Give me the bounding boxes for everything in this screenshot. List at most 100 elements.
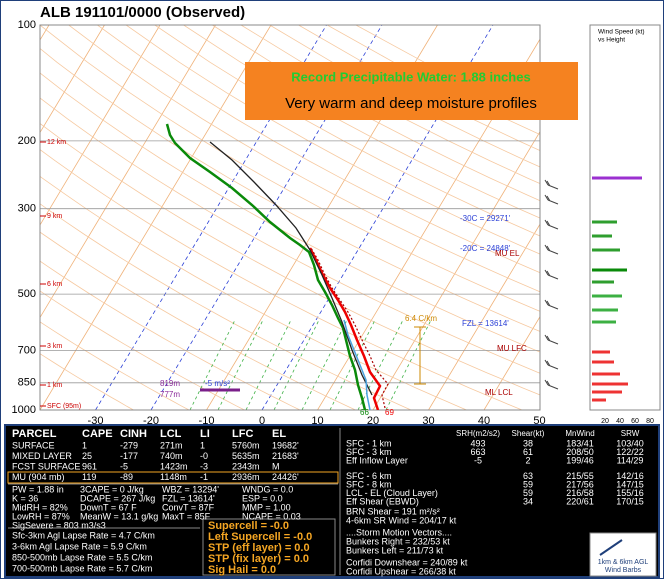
wind-bar [592,281,614,284]
parcel-cell: 1148m [160,472,187,482]
kin-label: Eff Shear (EBWD) [346,496,419,506]
kin-cell: 170/15 [616,496,644,506]
pressure-label: 200 [18,135,36,147]
temperature-label: -10 [199,415,215,427]
height-label: 9 km [47,213,62,220]
wind-bar [592,361,614,364]
annotation: -5 m/s² [205,379,230,388]
wind-bar [592,391,622,394]
parcel-header: PARCEL [12,428,57,440]
pressure-label: 850 [18,377,36,389]
annotation: MU EL [495,249,520,258]
parcel-cell: 740m [160,451,183,461]
wind-panel-tick: 80 [646,418,654,425]
callout-headline: Record Precipitable Water: 1.88 inches [291,69,530,84]
annotation: ML LCL [485,388,513,397]
pressure-label: 700 [18,344,36,356]
wind-panel-title: vs Height [598,37,625,44]
wind-panel-title: Wind Speed (kt) [598,29,645,36]
kin-cell: 199/46 [566,455,594,465]
lapse-rate: 850-500mb Lapse Rate = 5.5 C/km [12,552,152,562]
parcel-cell: -279 [120,440,138,450]
annotation: -30C = 29271' [460,214,511,223]
parcel-cell: -3 [200,461,208,471]
parcel-cell: 961 [82,461,97,471]
parcel-cell: 271m [160,440,183,450]
wind-bar [592,235,612,238]
annotation: 819m [160,379,180,388]
wind-bar [592,295,622,298]
wind-bar [592,177,642,180]
parcel-cell: 5635m [232,451,260,461]
callout-subline: Very warm and deep moisture profiles [285,95,537,112]
pressure-label: 100 [18,19,36,31]
kin-cell: 2 [525,455,530,465]
parcel-cell: 21683' [272,451,299,461]
wind-bar [592,269,627,272]
parcel-cell: -5 [120,461,128,471]
logo-text: 1km & 6km AGL [598,559,649,566]
lapse-rate: Sfc-3km Agl Lapse Rate = 4.7 C/km [12,530,155,540]
kin-extra: Corfidi Upshear = 266/38 kt [346,566,456,576]
height-label: 6 km [47,281,62,288]
wind-panel-tick: 60 [631,418,639,425]
temperature-label: 0 [259,415,265,427]
wind-bar [592,321,616,324]
pressure-label: 500 [18,288,36,300]
temperature-label: -30 [88,415,104,427]
wind-bar [592,373,620,376]
kin-header: SRW [621,429,640,438]
parcel-cell: FCST SURFACE [12,461,80,471]
parcel-cell: 119 [82,472,96,482]
wind-bar [592,309,618,312]
parcel-cell: -0 [200,451,208,461]
kin-extra: 4-6km SR Wind = 204/17 kt [346,515,457,525]
kin-extra: Bunkers Left = 211/73 kt [346,545,444,555]
pressure-label: 1000 [12,404,36,416]
index-cell: SigSevere = 803 m3/s3 [12,520,106,530]
temperature-label: 50 [533,415,545,427]
parcel-cell: 2343m [232,461,260,471]
parcel-cell: 25 [82,451,92,461]
wind-panel-tick: 40 [616,418,624,425]
parcel-cell: 1 [200,440,205,450]
parcel-cell: -1 [200,472,208,482]
height-label: SFC (95m) [47,403,81,410]
parcel-cell: -177 [120,451,138,461]
temperature-label: 40 [478,415,490,427]
parcel-header: CAPE [82,428,113,440]
temperature-label: -20 [143,415,159,427]
title: ALB 191101/0000 (Observed) [40,4,245,21]
parcel-cell: 1 [82,440,87,450]
wind-bar [592,383,628,386]
parcel-cell: 24426' [272,472,299,482]
parcel-cell: 5760m [232,440,260,450]
temperature-label: 10 [311,415,323,427]
kin-header: SRH(m2/s2) [456,429,500,438]
annotation: MU LFC [497,344,527,353]
parcel-header: EL [272,428,286,440]
annotation: 6.4 C/km [405,314,437,323]
wind-bar [592,399,606,402]
wind-bar [592,221,617,224]
parcel-cell: MIXED LAYER [12,451,72,461]
logo-text: Wind Barbs [605,567,642,574]
parcel-header: LCL [160,428,182,440]
parcel-cell: 2936m [232,472,260,482]
parcel-header: CINH [120,428,147,440]
parcel-header: LI [200,428,210,440]
kin-header: Shear(kt) [512,429,545,438]
lapse-rate: 3-6km Agl Lapse Rate = 5.9 C/km [12,541,147,551]
parcel-cell: MU (904 mb) [12,472,65,482]
temperature-label: 30 [422,415,434,427]
kin-label: Eff Inflow Layer [346,455,408,465]
kin-cell: 34 [523,496,533,506]
parcel-cell: -89 [120,472,133,482]
severe-param: Sig Hail = 0.0 [208,564,276,576]
parcel-cell: M [272,461,280,471]
annotation: 69 [385,408,394,417]
annotation: 66 [360,408,369,417]
kin-cell: 220/61 [566,496,594,506]
parcel-cell: 19682' [272,440,299,450]
